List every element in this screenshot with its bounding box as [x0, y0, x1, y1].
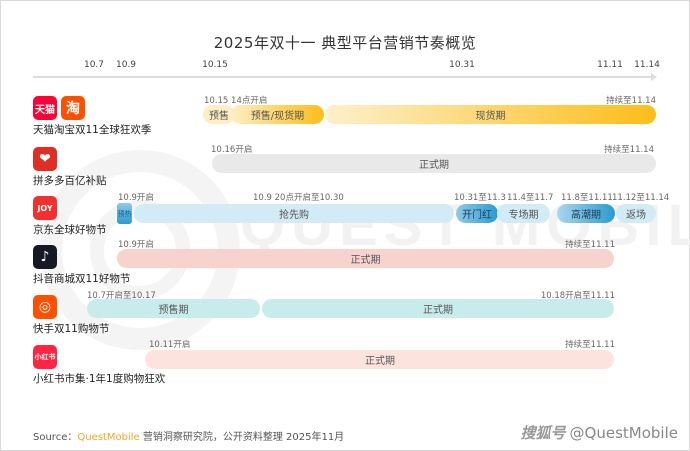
- bar-jd-warmup: 预热: [117, 203, 132, 224]
- pdd-end-label: 持续至11.14: [604, 145, 654, 155]
- platform-name: 京东全球好物节: [33, 224, 107, 236]
- jd-logo-icon: JOY: [33, 196, 57, 220]
- xhs-start-label: 10.11开启: [149, 340, 191, 350]
- platform-douyin: ♪ 抖音商城双11好物节: [33, 245, 130, 286]
- bar-tmall-presale: 预售: [203, 105, 235, 124]
- tmall-start-label: 10.15 14点开启: [204, 96, 268, 106]
- platform-jd: JOY 京东全球好物节: [33, 196, 107, 237]
- bar-tmall-presale-spot: 预售/现货期: [231, 105, 324, 124]
- taobao-logo-icon: 淘: [61, 96, 85, 120]
- platform-name: 天猫淘宝双11全球狂欢季: [33, 124, 152, 136]
- source-note: Source：QuestMobile 营销洞察研究院，公开资料整理 2025年1…: [33, 428, 344, 443]
- sohu-signature: 搜狐号: [520, 424, 566, 442]
- bar-jd-peak: 高潮期: [557, 204, 615, 223]
- axis-tick: 11.11: [597, 60, 623, 70]
- bar-douyin-official: 正式期: [117, 249, 614, 268]
- platform-name: 拼多多百亿补贴: [33, 175, 107, 187]
- douyin-start-label: 10.9开启: [118, 240, 154, 250]
- jd-presale-range-label: 10.9 20点开启至10.30: [253, 193, 344, 203]
- bar-jd-opening: 开门红: [456, 204, 498, 223]
- kuaishou-logo-icon: ◎: [33, 295, 57, 319]
- platform-tmall-taobao: 天猫 淘 天猫淘宝双11全球狂欢季: [33, 96, 151, 137]
- jd-start-label: 10.9开启: [118, 193, 154, 203]
- platform-pinduoduo: ❤ 拼多多百亿补贴: [33, 147, 107, 188]
- axis-tick: 10.31: [449, 60, 475, 70]
- douyin-logo-icon: ♪: [33, 245, 57, 269]
- bar-jd-special: 专场期: [497, 204, 550, 223]
- axis-tick: 10.9: [115, 60, 137, 70]
- xiaohongshu-logo-icon: 小红书: [33, 345, 57, 369]
- source-brand: QuestMobile: [77, 432, 140, 443]
- tmall-logo-icon: 天猫: [33, 96, 57, 120]
- pdd-start-label: 10.16开启: [211, 145, 253, 155]
- platform-name: 小红书市集·1年1度购物狂欢: [33, 373, 166, 385]
- bar-jd-return: 返场: [616, 204, 656, 223]
- axis-tick: 10.7: [83, 60, 105, 70]
- jd-phase3-label: 11.8至11.11: [561, 193, 613, 203]
- tmall-end-label: 持续至11.14: [606, 96, 656, 106]
- xhs-end-label: 持续至11.11: [565, 340, 615, 350]
- kuaishou-end-label: 10.18开启至11.11: [540, 291, 615, 301]
- axis-arrow-icon: [651, 73, 657, 81]
- kuaishou-start-label: 10.7开启至10.17: [87, 291, 156, 301]
- platform-kuaishou: ◎ 快手双11购物节: [33, 295, 109, 336]
- douyin-end-label: 持续至11.11: [565, 240, 615, 250]
- bar-xhs-official: 正式期: [145, 350, 614, 369]
- source-prefix: Source：: [33, 432, 78, 443]
- platform-name: 抖音商城双11好物节: [33, 273, 131, 285]
- signature: 搜狐号 @QuestMobile: [521, 422, 678, 443]
- platform-name: 快手双11购物节: [33, 323, 110, 335]
- pinduoduo-logo-icon: ❤: [33, 147, 57, 171]
- platform-xiaohongshu: 小红书 小红书市集·1年1度购物狂欢: [33, 345, 165, 386]
- chart-title: 2025年双十一 典型平台营销节奏概览: [213, 34, 477, 52]
- timeline-axis: [33, 76, 653, 78]
- bar-tmall-spot: 现货期: [325, 105, 656, 124]
- axis-tick: 11.14: [634, 60, 660, 70]
- jd-phase4-label: 11.12至11.14: [612, 193, 670, 203]
- bar-kuaishou-presale: 预售期: [87, 299, 260, 318]
- signature-handle: @QuestMobile: [569, 424, 678, 442]
- watermark-text: QUEST MOBILE: [240, 193, 690, 258]
- axis-tick: 10.15: [202, 60, 228, 70]
- source-rest: 营销洞察研究院，公开资料整理 2025年11月: [139, 432, 345, 443]
- bar-kuaishou-official: 正式期: [262, 299, 614, 318]
- bar-pdd-official: 正式期: [212, 154, 656, 173]
- bar-jd-early-buy: 抢先购: [134, 204, 454, 223]
- jd-phase1-label: 10.31至11.3: [454, 193, 506, 203]
- jd-phase2-label: 11.4至11.7: [507, 193, 554, 203]
